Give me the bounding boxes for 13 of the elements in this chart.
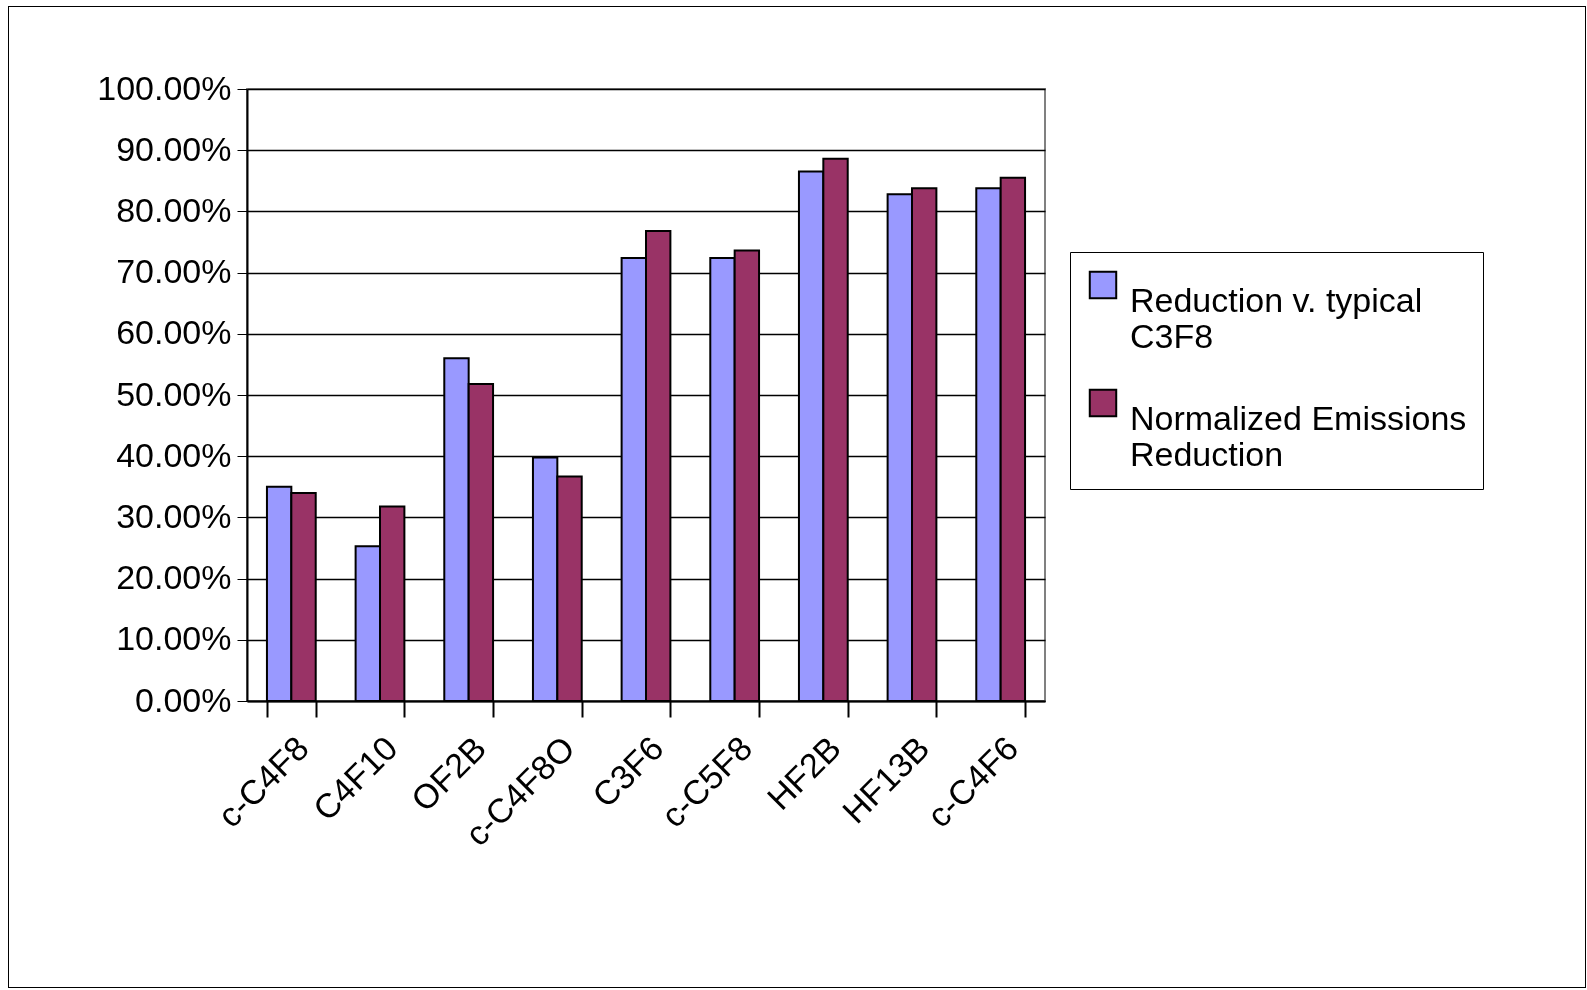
y-tick-label: 60.00% [116,313,232,352]
y-tick-label: 70.00% [116,252,232,291]
y-tick-label: 90.00% [116,129,232,168]
y-tick-label: 0.00% [135,680,232,719]
legend-label: Reduction v. typical C3F8 [1130,281,1423,355]
y-tick-label: 30.00% [116,496,232,535]
y-tick-label: 20.00% [116,558,232,597]
y-tick-label: 100.00% [97,68,232,107]
y-tick-label: 40.00% [116,435,232,474]
y-tick-label: 80.00% [116,190,232,229]
y-tick-label: 10.00% [116,619,232,658]
legend-label: Normalized Emissions Reduction [1130,399,1467,473]
y-tick-label: 50.00% [116,374,232,413]
